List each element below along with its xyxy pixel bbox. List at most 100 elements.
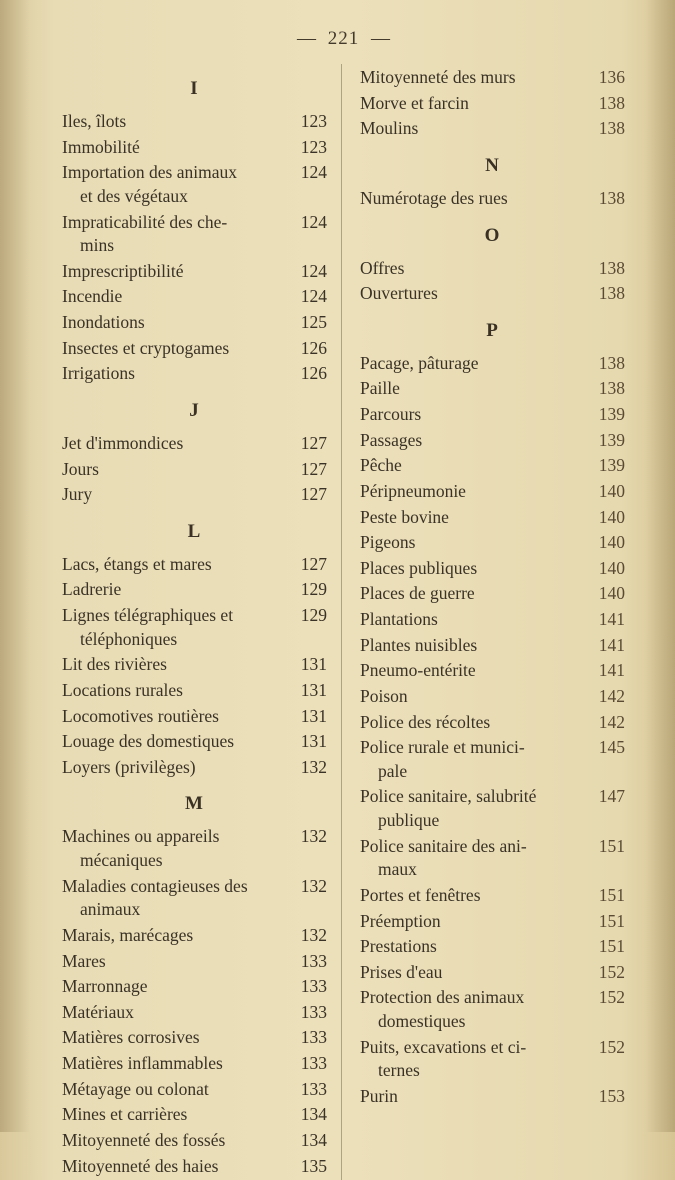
index-entry-label: Lit des rivières <box>62 653 173 677</box>
index-entry-label-line1: Prestations <box>360 936 437 956</box>
index-entry-label-line1: Iles, îlots <box>62 111 126 131</box>
index-entry-label: Métayage ou colonat <box>62 1078 215 1102</box>
index-entry-label-line1: Police des récoltes <box>360 712 490 732</box>
right-column: Mitoyenneté des murs136Morve et farcin13… <box>342 64 625 1180</box>
index-entry: Parcours139 <box>360 403 625 427</box>
index-entry: Plantes nuisibles141 <box>360 634 625 658</box>
index-entry-label: Police sanitaire des ani-maux <box>360 835 533 882</box>
index-entry: Mitoyenneté des haies135 <box>62 1155 327 1179</box>
index-entry-label: Numérotage des rues <box>360 187 514 211</box>
index-entry-label-cont: mins <box>62 234 227 258</box>
index-entry-label-cont: publique <box>360 809 536 833</box>
page-body: — 221 — IIles, îlots123Immobilité123Impo… <box>0 0 675 1132</box>
index-entry-label: Lignes télégraphiques ettéléphoniques <box>62 604 239 651</box>
index-entry-page: 138 <box>591 117 625 141</box>
index-entry-label: Louage des domestiques <box>62 730 240 754</box>
index-entry-page: 140 <box>591 582 625 606</box>
index-entry-label-line1: Peste bovine <box>360 507 449 527</box>
index-entry-page: 140 <box>591 506 625 530</box>
index-entry-page: 127 <box>293 483 327 507</box>
index-entry-label-line1: Imprescriptibilité <box>62 261 184 281</box>
index-entry-page: 147 <box>591 785 625 809</box>
index-entry-label: Incendie <box>62 285 128 309</box>
index-entry-label-line1: Jury <box>62 484 92 504</box>
index-entry-label-line1: Locations rurales <box>62 680 183 700</box>
index-entry-page: 124 <box>293 211 327 235</box>
index-entry: Jury 127 <box>62 483 327 507</box>
index-entry: Matières corrosives133 <box>62 1026 327 1050</box>
index-entry-label-line1: Métayage ou colonat <box>62 1079 209 1099</box>
index-entry-label: Places publiques <box>360 557 483 581</box>
index-entry-page: 145 <box>591 736 625 760</box>
index-entry-label-line1: Moulins <box>360 118 418 138</box>
index-entry: Maladies contagieuses desanimaux132 <box>62 875 327 922</box>
index-entry: Lit des rivières131 <box>62 653 327 677</box>
index-entry: Numérotage des rues138 <box>360 187 625 211</box>
index-entry-page: 131 <box>293 705 327 729</box>
index-entry-label: Pêche <box>360 454 408 478</box>
index-entry-label-cont: animaux <box>62 898 248 922</box>
index-entry-page: 129 <box>293 578 327 602</box>
index-entry: Locations rurales131 <box>62 679 327 703</box>
index-entry-page: 153 <box>591 1085 625 1109</box>
index-entry-label-line1: Matériaux <box>62 1002 134 1022</box>
index-entry-label: Protection des animaux domestiques <box>360 986 530 1033</box>
index-entry-label: Plantes nuisibles <box>360 634 483 658</box>
index-entry: Portes et fenêtres151 <box>360 884 625 908</box>
index-entry-label-cont: domestiques <box>360 1010 524 1034</box>
index-entry-label-line1: Péripneumonie <box>360 481 466 501</box>
index-entry: Matières inflammables133 <box>62 1052 327 1076</box>
index-entry-page: 123 <box>293 136 327 160</box>
index-entry-page: 139 <box>591 429 625 453</box>
index-entry-label: Plantations <box>360 608 444 632</box>
index-entry: Mares 133 <box>62 950 327 974</box>
index-entry-page: 133 <box>293 1052 327 1076</box>
index-entry: Mitoyenneté des fossés134 <box>62 1129 327 1153</box>
section-heading: J <box>62 400 327 422</box>
index-entry-label: Places de guerre <box>360 582 481 606</box>
index-entry: Impraticabilité des che-mins 124 <box>62 211 327 258</box>
index-columns: IIles, îlots123Immobilité123Importation … <box>62 64 625 1180</box>
index-entry: Purin153 <box>360 1085 625 1109</box>
index-entry-label: Ladrerie <box>62 578 127 602</box>
index-entry-page: 151 <box>591 835 625 859</box>
index-entry: Lacs, étangs et mares127 <box>62 553 327 577</box>
section-heading: O <box>360 225 625 247</box>
index-entry-page: 131 <box>293 730 327 754</box>
index-entry: Imprescriptibilité124 <box>62 260 327 284</box>
index-entry-page: 133 <box>293 950 327 974</box>
index-entry-label: Locomotives routières <box>62 705 225 729</box>
index-entry-page: 152 <box>591 1036 625 1060</box>
index-entry-label-line1: Mitoyenneté des fossés <box>62 1130 225 1150</box>
index-entry-page: 138 <box>591 257 625 281</box>
index-entry-page: 151 <box>591 935 625 959</box>
index-entry: Préemption151 <box>360 910 625 934</box>
index-entry-page: 152 <box>591 961 625 985</box>
index-entry-label-cont: et des végétaux <box>62 185 237 209</box>
index-entry-label-line1: Protection des animaux <box>360 987 524 1007</box>
index-entry-label-line1: Parcours <box>360 404 421 424</box>
index-entry-label-line1: Louage des domestiques <box>62 731 234 751</box>
section-heading: P <box>360 320 625 342</box>
index-entry-label: Moulins <box>360 117 424 141</box>
index-entry: Police sanitaire, salubritépublique147 <box>360 785 625 832</box>
index-entry-label: Jet d'immondices <box>62 432 189 456</box>
index-entry: Importation des animauxet des végétaux12… <box>62 161 327 208</box>
index-entry-page: 133 <box>293 1026 327 1050</box>
index-entry-page: 124 <box>293 285 327 309</box>
index-entry-label-cont: ternes <box>360 1059 526 1083</box>
index-entry-label-line1: Impraticabilité des che- <box>62 212 227 232</box>
index-entry-page: 129 <box>293 604 327 628</box>
index-entry: Mitoyenneté des murs136 <box>360 66 625 90</box>
index-entry: Marais, marécages132 <box>62 924 327 948</box>
index-entry-label-line1: Irrigations <box>62 363 135 383</box>
index-entry-page: 138 <box>591 352 625 376</box>
index-entry-label: Mares <box>62 950 112 974</box>
index-entry-label: Machines ou appareilsmécaniques <box>62 825 225 872</box>
index-entry-label: Inondations <box>62 311 151 335</box>
index-entry: Puits, excavations et ci-ternes152 <box>360 1036 625 1083</box>
index-entry-label-line1: Mitoyenneté des haies <box>62 1156 218 1176</box>
index-entry-label: Imprescriptibilité <box>62 260 190 284</box>
index-entry-label: Ouvertures <box>360 282 444 306</box>
index-entry: Louage des domestiques 131 <box>62 730 327 754</box>
